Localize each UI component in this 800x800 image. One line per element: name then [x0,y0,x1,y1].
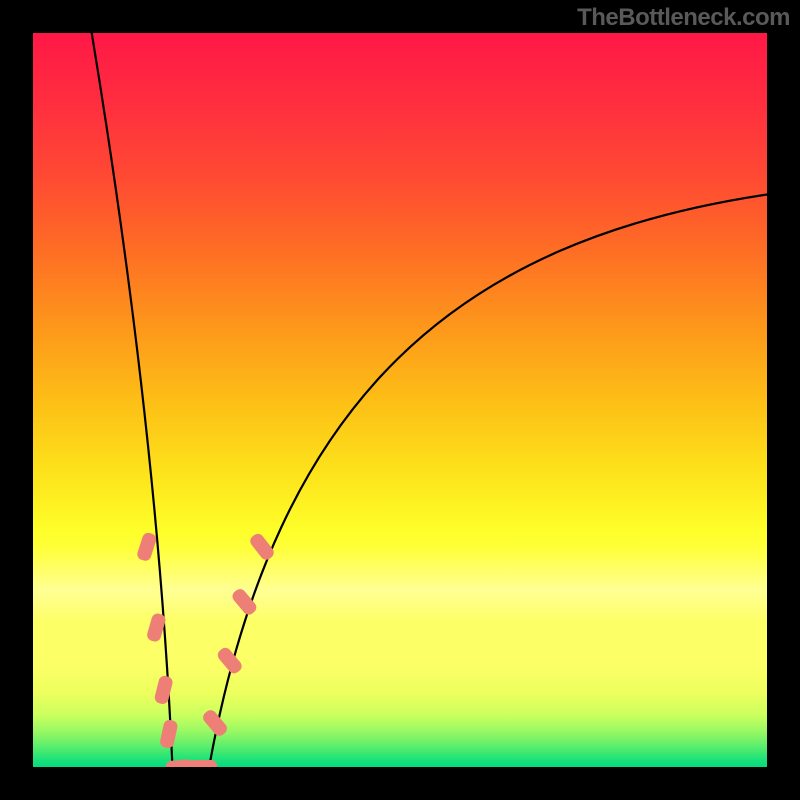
plot-svg [33,33,767,767]
watermark-text: TheBottleneck.com [577,4,790,32]
chart-container: TheBottleneck.com [0,0,800,800]
plot-area [33,33,767,767]
marker-bottom-1 [189,760,217,767]
